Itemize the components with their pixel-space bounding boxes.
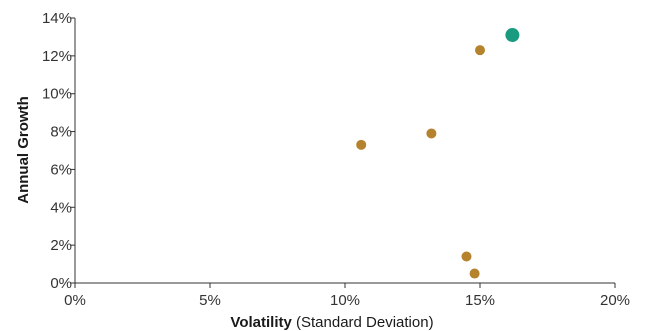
y-tick-label: 10% [42, 86, 72, 103]
x-tick-label: 5% [199, 292, 221, 309]
y-tick-label: 2% [50, 237, 72, 254]
data-point [461, 251, 472, 262]
y-tick-label: 6% [50, 161, 72, 178]
x-axis-title-rest: (Standard Deviation) [292, 314, 434, 331]
x-tick-label: 20% [600, 292, 630, 309]
data-point [469, 268, 480, 279]
y-tick-label: 14% [42, 10, 72, 27]
data-point [356, 139, 367, 150]
y-tick-label: 4% [50, 199, 72, 216]
x-tick-label: 10% [330, 292, 360, 309]
x-tick-label: 0% [64, 292, 86, 309]
y-tick-label: 8% [50, 124, 72, 141]
x-axis-title-bold: Volatility [230, 314, 292, 331]
x-tick-label: 15% [465, 292, 495, 309]
data-point [426, 128, 437, 139]
data-points [356, 28, 520, 279]
y-axis-title: Annual Growth [15, 96, 32, 204]
highlighted-data-point [505, 28, 520, 43]
data-point [475, 45, 485, 56]
y-tick-label: 0% [50, 275, 72, 292]
x-axis-title: Volatility (Standard Deviation) [230, 314, 433, 331]
y-tick-label: 12% [42, 48, 72, 65]
axes: 0% 2% 4% 6% 8% 10% 12% 14% 0% 5% 10% 15% 20% [42, 10, 630, 309]
